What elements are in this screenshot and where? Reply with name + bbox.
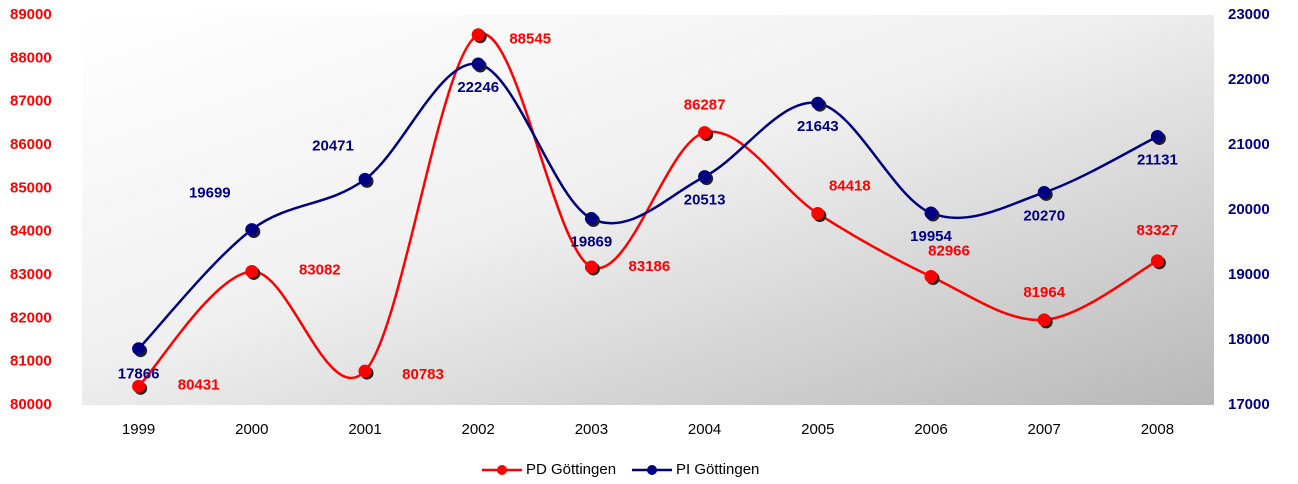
y-tick-label: 84000: [10, 223, 52, 240]
y-tick-label: 88000: [10, 49, 52, 66]
data-label: 17866: [118, 366, 160, 383]
y-tick-label: 85000: [10, 179, 52, 196]
x-tick-label: 2007: [1028, 421, 1061, 438]
data-label: 20270: [1023, 207, 1065, 224]
data-label: 19869: [571, 233, 613, 250]
marker: [584, 212, 598, 226]
marker: [698, 126, 712, 140]
x-tick-label: 2002: [462, 421, 495, 438]
data-label: 19954: [910, 228, 952, 245]
data-label: 86287: [684, 97, 726, 114]
data-label: 21131: [1137, 151, 1178, 168]
y-tick-label: 87000: [10, 93, 52, 110]
marker: [924, 206, 938, 220]
data-label: 21643: [797, 118, 839, 135]
y-tick-label: 80000: [10, 396, 52, 413]
x-tick-label: 2003: [575, 421, 608, 438]
marker: [924, 269, 938, 283]
marker: [584, 260, 598, 274]
data-label: 84418: [829, 178, 871, 195]
x-tick-label: 1999: [122, 421, 155, 438]
marker: [471, 28, 485, 42]
data-label: 83082: [299, 261, 341, 278]
data-label: 81964: [1023, 284, 1065, 301]
x-tick-label: 2004: [688, 421, 721, 438]
marker: [1037, 313, 1051, 327]
legend-label: PI Göttingen: [676, 461, 759, 478]
marker: [245, 223, 259, 237]
y-tick-label: 82000: [10, 309, 52, 326]
y2-tick-label: 23000: [1228, 6, 1270, 23]
y2-tick-label: 17000: [1228, 396, 1270, 413]
x-tick-label: 2006: [914, 421, 947, 438]
marker: [811, 96, 825, 110]
data-label: 88545: [509, 31, 551, 48]
marker: [698, 170, 712, 184]
series-line: [137, 62, 1158, 350]
y2-tick-label: 21000: [1228, 136, 1270, 153]
data-label: 20471: [312, 137, 354, 154]
marker: [1037, 185, 1051, 199]
marker: [245, 264, 259, 278]
marker: [132, 342, 146, 356]
x-tick-label: 2005: [801, 421, 834, 438]
y-tick-label: 86000: [10, 136, 52, 153]
data-label: 80431: [178, 376, 220, 393]
marker: [358, 172, 372, 186]
marker: [811, 207, 825, 221]
legend-marker: [497, 465, 507, 475]
data-label: 83186: [629, 258, 671, 275]
data-label: 82966: [928, 242, 970, 259]
legend-marker: [647, 465, 657, 475]
y2-tick-label: 22000: [1228, 71, 1270, 88]
data-label: 20513: [684, 192, 726, 209]
y-tick-label: 83000: [10, 266, 52, 283]
y2-tick-label: 19000: [1228, 266, 1270, 283]
x-tick-label: 2008: [1141, 421, 1174, 438]
y-tick-label: 81000: [10, 353, 52, 370]
marker: [132, 379, 146, 393]
marker: [1150, 254, 1164, 268]
legend-label: PD Göttingen: [526, 461, 616, 478]
marker: [471, 57, 485, 71]
data-label: 80783: [402, 366, 444, 383]
data-label: 22246: [457, 79, 499, 96]
data-label: 83327: [1137, 222, 1179, 239]
x-tick-label: 2001: [348, 421, 381, 438]
marker: [1150, 129, 1164, 143]
y2-tick-label: 18000: [1228, 331, 1270, 348]
x-tick-label: 2000: [235, 421, 268, 438]
data-label: 19699: [189, 185, 231, 202]
marker: [358, 364, 372, 378]
y2-tick-label: 20000: [1228, 201, 1270, 218]
y-tick-label: 89000: [10, 6, 52, 23]
